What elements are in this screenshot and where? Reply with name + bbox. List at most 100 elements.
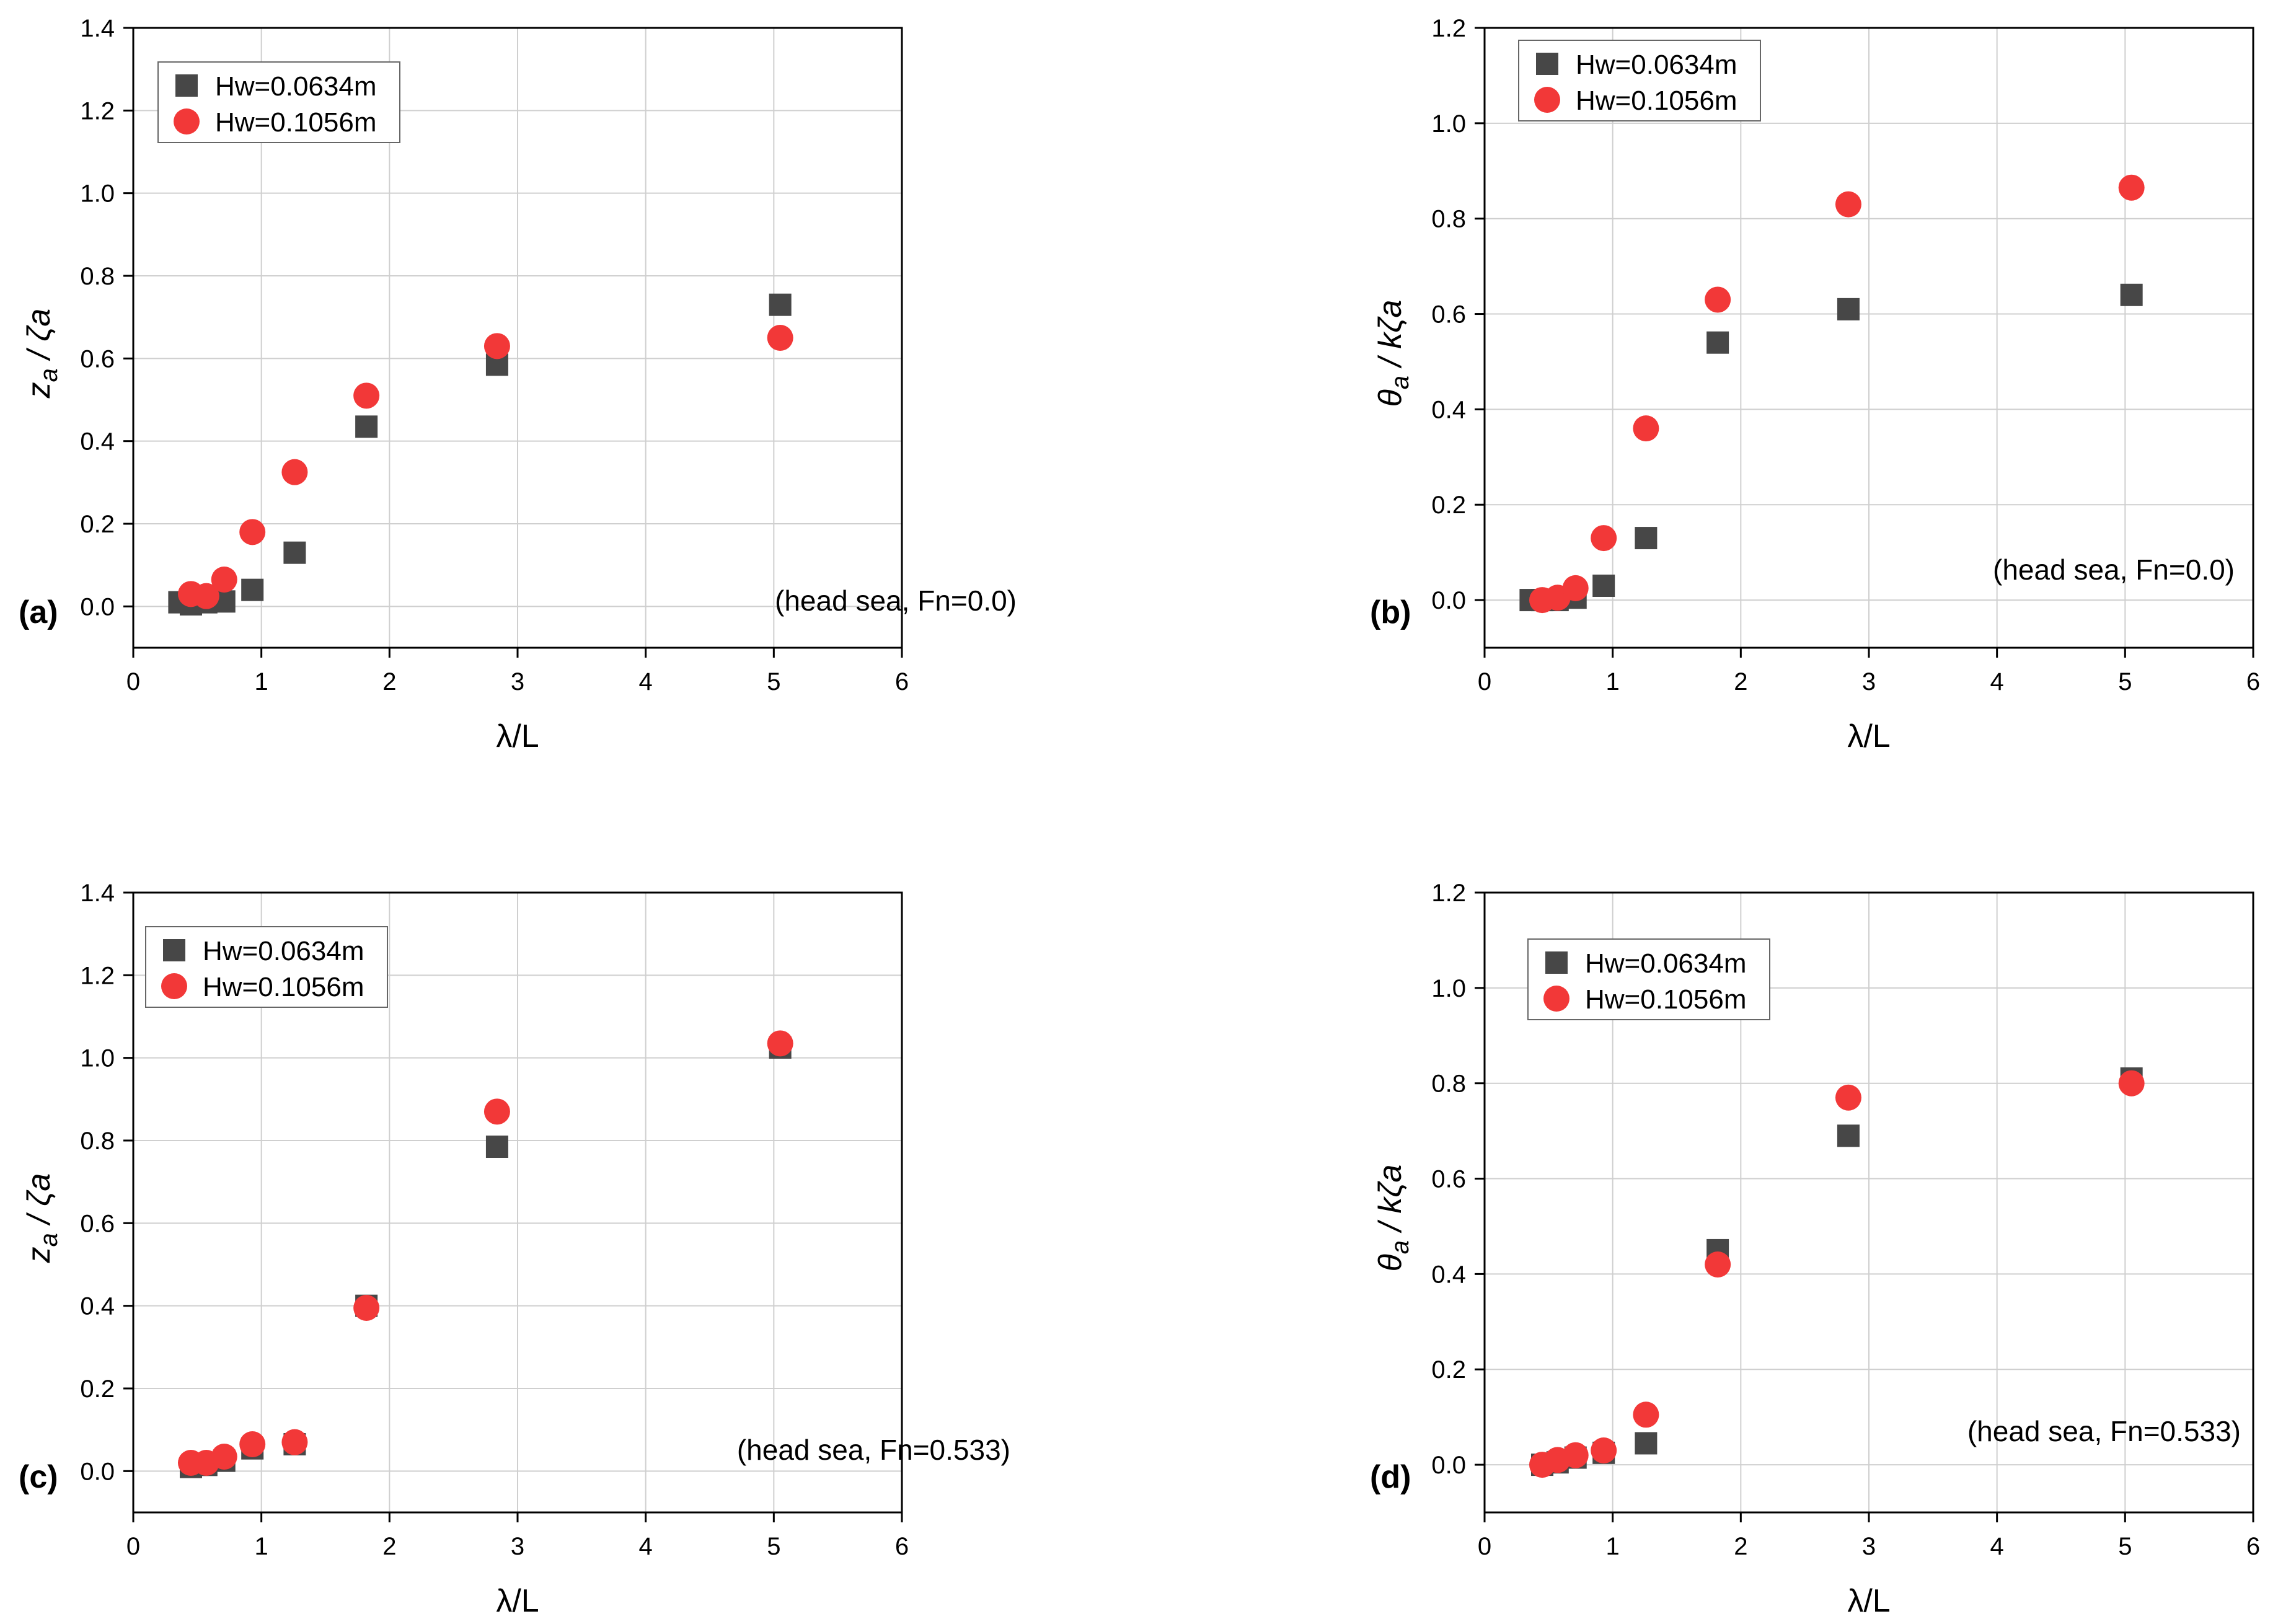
data-point-circle: [1562, 575, 1589, 601]
x-tick-label: 2: [1734, 668, 1747, 695]
y-axis-title-tail: / kζa: [1372, 300, 1408, 376]
legend-label: Hw=0.1056m: [215, 107, 376, 138]
data-point-square: [1837, 1124, 1860, 1147]
y-tick-label: 0.8: [1431, 1070, 1466, 1098]
x-tick-label: 0: [126, 668, 140, 695]
y-tick-label: 1.0: [1431, 975, 1466, 1002]
y-tick-label: 0.6: [1431, 1166, 1466, 1193]
grid-lines: [133, 28, 902, 648]
x-tick-label: 1: [1606, 1533, 1620, 1560]
y-tick-label: 0.8: [80, 1128, 115, 1155]
x-tick-label: 1: [1606, 668, 1620, 695]
data-point-circle: [767, 325, 793, 351]
y-tick-label: 0.0: [1431, 1452, 1466, 1479]
data-point-square: [1635, 527, 1658, 550]
x-tick-label: 2: [1734, 1533, 1747, 1560]
data-point-square: [769, 293, 792, 316]
data-point-circle: [281, 1429, 308, 1455]
x-tick-label: 0: [126, 1533, 140, 1560]
y-axis-title-subscript: a: [35, 1233, 63, 1247]
data-point-square: [2120, 283, 2143, 306]
y-tick-labels: 0.0 0.2 0.4 0.6 0.8 1.0 1.2: [1431, 880, 1466, 1479]
panel-tag: (c): [19, 1459, 58, 1495]
data-point-circle: [483, 1098, 510, 1125]
y-tick-label: 0.0: [80, 1458, 115, 1485]
data-points: [1519, 174, 2145, 614]
legend: Hw=0.0634m Hw=0.1056m: [157, 61, 400, 143]
data-point-circle: [2118, 174, 2145, 201]
legend-circle-marker: [1534, 87, 1560, 113]
y-tick-label: 0.2: [80, 511, 115, 538]
x-tick-label: 2: [382, 1533, 396, 1560]
legend-box: [157, 61, 400, 143]
data-points: [178, 1030, 793, 1478]
data-point-square: [1592, 575, 1615, 597]
x-tick-label: 2: [382, 668, 396, 695]
data-point-square: [485, 1136, 508, 1158]
y-tick-label: 0.4: [1431, 396, 1466, 423]
x-tick-label: 3: [511, 1533, 524, 1560]
panel-b: 0.0 0.2 0.4 0.6 0.8 1.0 1.2 0 1 2 3 4 5 …: [1370, 15, 2260, 754]
y-tick-label: 0.4: [1431, 1261, 1466, 1288]
data-point-circle: [281, 459, 308, 485]
x-tick-label: 0: [1478, 1533, 1491, 1560]
y-tick-label: 1.0: [80, 180, 115, 208]
x-tick-label: 3: [511, 668, 524, 695]
data-point-circle: [1562, 1442, 1589, 1468]
y-tick-label: 1.4: [80, 880, 115, 907]
y-tick-label: 1.4: [80, 15, 115, 42]
panel-tag: (a): [19, 594, 58, 630]
legend-circle-marker: [174, 108, 200, 135]
y-axis-title-symbol: θ: [1372, 389, 1408, 407]
x-tick-label: 3: [1862, 668, 1876, 695]
data-points: [168, 293, 793, 616]
x-tick-label: 3: [1862, 1533, 1876, 1560]
y-tick-label: 0.4: [80, 428, 115, 456]
x-tick-label: 1: [255, 668, 268, 695]
data-point-square: [1706, 331, 1729, 354]
panel-a: 0.0 0.2 0.4 0.6 0.8 1.0 1.2 1.4 0 1 2 3 …: [19, 15, 1017, 754]
panel-tag: (d): [1370, 1459, 1411, 1495]
y-axis-title-symbol: z: [21, 1247, 57, 1263]
grid-lines: [1485, 28, 2253, 648]
data-point-circle: [1591, 1437, 1617, 1463]
y-tick-label: 0.8: [1431, 206, 1466, 233]
y-axis-title-subscript: a: [1387, 1240, 1414, 1254]
tick-marks: [123, 891, 903, 1522]
data-point-square: [1837, 298, 1860, 320]
legend-square-marker: [1545, 951, 1568, 974]
legend-label: Hw=0.1056m: [1585, 984, 1746, 1015]
y-tick-label: 1.2: [80, 97, 115, 125]
legend-label: Hw=0.1056m: [1576, 86, 1737, 116]
y-tick-labels: 0.0 0.2 0.4 0.6 0.8 1.0 1.2: [1431, 15, 1466, 614]
legend-label: Hw=0.0634m: [203, 936, 364, 966]
x-tick-label: 4: [1990, 668, 2004, 695]
data-point-circle: [211, 567, 237, 593]
legend-label: Hw=0.0634m: [1576, 50, 1737, 80]
data-point-circle: [1705, 1251, 1731, 1278]
legend-square-marker: [175, 74, 198, 97]
tick-marks: [1475, 891, 2254, 1522]
data-point-circle: [767, 1030, 793, 1057]
x-tick-label: 0: [1478, 668, 1491, 695]
legend: Hw=0.0634m Hw=0.1056m: [1518, 40, 1761, 121]
condition-annotation: (head sea, Fn=0.0): [775, 585, 1017, 617]
data-point-circle: [1835, 1084, 1861, 1111]
y-tick-label: 0.2: [80, 1375, 115, 1403]
legend-box: [1518, 40, 1761, 121]
data-point-circle: [1633, 415, 1659, 442]
x-tick-label: 5: [767, 1533, 780, 1560]
y-tick-label: 0.2: [1431, 1356, 1466, 1383]
y-tick-label: 0.6: [1431, 301, 1466, 329]
x-tick-label: 6: [895, 668, 909, 695]
data-point-circle: [353, 382, 380, 409]
y-axis-title-subscript: a: [1387, 376, 1414, 389]
y-tick-labels: 0.0 0.2 0.4 0.6 0.8 1.0 1.2 1.4: [80, 15, 115, 620]
legend-label: Hw=0.0634m: [215, 71, 376, 102]
condition-annotation: (head sea, Fn=0.533): [1967, 1415, 2241, 1447]
legend-label: Hw=0.1056m: [203, 972, 364, 1002]
x-tick-label: 6: [2246, 1533, 2260, 1560]
data-point-circle: [353, 1295, 380, 1321]
x-tick-label: 4: [639, 668, 653, 695]
x-axis-title: λ/L: [496, 718, 539, 754]
